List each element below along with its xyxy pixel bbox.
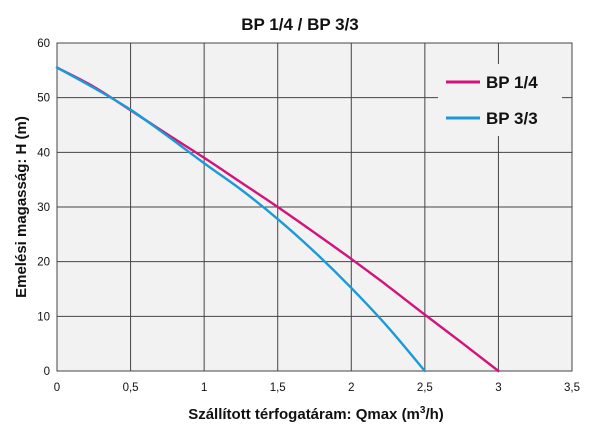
x-tick-label: 0,5 — [123, 382, 139, 394]
x-tick-label: 2 — [348, 382, 354, 394]
tick-labels: 0 0,5 1 1,5 2 2,5 3 3,5 0 10 20 30 40 50 60 — [37, 38, 580, 394]
x-axis-title: Szállított térfogatáram: Qmax (m3/h) — [188, 405, 444, 423]
x-tick-label: 1 — [201, 382, 207, 394]
x-axis-title-prefix: Szállított térfogatáram: Qmax (m — [188, 406, 420, 423]
legend-label-1: BP 1/4 — [486, 73, 538, 92]
x-tick-label: 3,5 — [564, 382, 580, 394]
chart-title: BP 1/4 / BP 3/3 — [241, 15, 359, 34]
x-axis-title-suffix: /h) — [425, 406, 443, 423]
y-tick-label: 10 — [37, 311, 50, 323]
series-lines — [55, 66, 500, 373]
y-tick-label: 30 — [37, 202, 50, 214]
y-tick-label: 50 — [37, 93, 50, 105]
y-tick-label: 20 — [37, 257, 50, 269]
y-tick-label: 0 — [44, 366, 50, 378]
y-tick-label: 40 — [37, 147, 50, 159]
x-tick-label: 3 — [495, 382, 501, 394]
y-tick-label: 60 — [37, 38, 50, 50]
legend-label-2: BP 3/3 — [486, 109, 538, 128]
series-line-2 — [55, 66, 427, 373]
legend-box — [438, 64, 562, 136]
grid — [56, 42, 573, 372]
x-tick-label: 2,5 — [417, 382, 433, 394]
x-tick-label: 0 — [54, 382, 60, 394]
x-axis-title-superscript: 3 — [420, 405, 426, 416]
legend: BP 1/4 BP 3/3 — [446, 73, 538, 128]
y-axis-title: Emelési magasság: H (m) — [13, 116, 30, 298]
x-tick-label: 1,5 — [270, 382, 286, 394]
